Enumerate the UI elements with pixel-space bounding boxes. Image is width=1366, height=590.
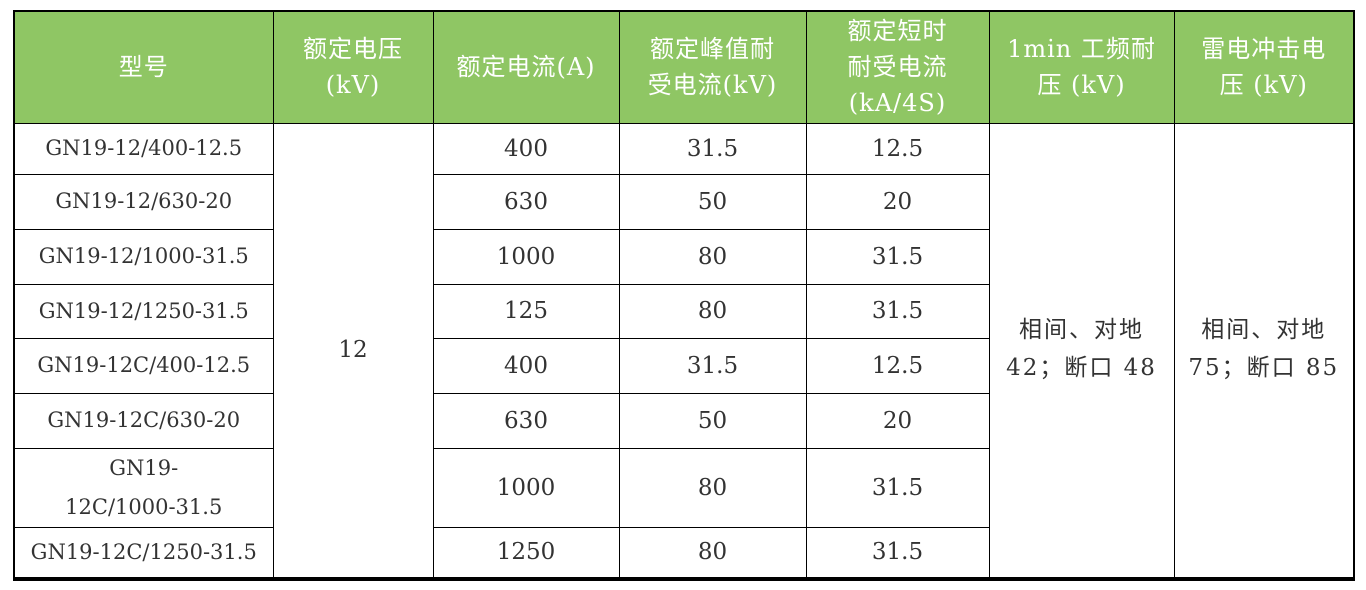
table-row: GN19-12C/1250-31.5 1250 80 31.5	[13, 526, 1354, 580]
cell-peak-withstand: 80	[618, 228, 807, 285]
cell-rated-current: 1000	[432, 228, 620, 285]
cell-model: GN19-12C/1250-31.5	[13, 526, 274, 580]
cell-peak-withstand: 31.5	[618, 122, 807, 175]
cell-model: GN19-12/400-12.5	[13, 122, 274, 175]
table-body: GN19-12/400-12.5 12 400 31.5 12.5 相间、对地 …	[13, 122, 1355, 580]
cell-rated-voltage-merged: 12	[272, 122, 434, 580]
cell-rated-current: 400	[432, 337, 620, 394]
header-cell-model: 型号	[13, 10, 274, 124]
switch-spec-table: 型号 额定电压 (kV) 额定电流(A) 额定峰值耐 受电流(kV) 额定短时 …	[13, 10, 1355, 581]
cell-peak-withstand: 80	[618, 447, 807, 528]
cell-short-time: 31.5	[805, 228, 990, 285]
cell-rated-current: 1250	[432, 526, 620, 580]
table-row: GN19-12/630-20 630 50 20	[13, 173, 1354, 230]
header-cell-power-frequency: 1min 工频耐 压 (kV)	[988, 10, 1175, 124]
cell-peak-withstand: 31.5	[618, 337, 807, 394]
header-cell-lightning-impulse: 雷电冲击电 压 (kV)	[1173, 10, 1355, 124]
cell-rated-current: 1000	[432, 447, 620, 528]
cell-rated-current: 125	[432, 283, 620, 339]
cell-peak-withstand: 80	[618, 526, 807, 580]
cell-model: GN19- 12C/1000-31.5	[13, 447, 274, 528]
cell-peak-withstand: 50	[618, 392, 807, 449]
header-cell-peak-withstand: 额定峰值耐 受电流(kV)	[618, 10, 807, 124]
header-cell-rated-voltage: 额定电压 (kV)	[272, 10, 434, 124]
cell-short-time: 12.5	[805, 122, 990, 175]
cell-short-time: 12.5	[805, 337, 990, 394]
cell-model: GN19-12/1000-31.5	[13, 228, 274, 285]
cell-model: GN19-12C/400-12.5	[13, 337, 274, 394]
cell-power-frequency-merged: 相间、对地 42；断口 48	[988, 122, 1175, 580]
table-row: GN19-12/1250-31.5 125 80 31.5	[13, 283, 1354, 339]
table-header: 型号 额定电压 (kV) 额定电流(A) 额定峰值耐 受电流(kV) 额定短时 …	[13, 10, 1355, 124]
cell-lightning-impulse-merged: 相间、对地 75；断口 85	[1173, 122, 1355, 580]
header-cell-rated-current: 额定电流(A)	[432, 10, 620, 124]
cell-peak-withstand: 80	[618, 283, 807, 339]
cell-model: GN19-12/630-20	[13, 173, 274, 230]
table-row: GN19- 12C/1000-31.5 1000 80 31.5	[13, 447, 1354, 528]
cell-rated-current: 400	[432, 122, 620, 175]
cell-short-time: 20	[805, 173, 990, 230]
cell-model: GN19-12C/630-20	[13, 392, 274, 449]
table-row: GN19-12C/630-20 630 50 20	[13, 392, 1354, 449]
cell-short-time: 31.5	[805, 283, 990, 339]
header-row: 型号 额定电压 (kV) 额定电流(A) 额定峰值耐 受电流(kV) 额定短时 …	[13, 10, 1355, 124]
cell-model: GN19-12/1250-31.5	[13, 283, 274, 339]
table-row: GN19-12/400-12.5 12 400 31.5 12.5 相间、对地 …	[13, 122, 1355, 580]
table-row: GN19-12/1000-31.5 1000 80 31.5	[13, 228, 1354, 285]
cell-short-time: 20	[805, 392, 990, 449]
cell-rated-current: 630	[432, 173, 620, 230]
header-cell-short-time: 额定短时 耐受电流 (kA/4S)	[805, 10, 990, 124]
cell-short-time: 31.5	[805, 447, 990, 528]
cell-short-time: 31.5	[805, 526, 990, 580]
cell-rated-current: 630	[432, 392, 620, 449]
cell-peak-withstand: 50	[618, 173, 807, 230]
